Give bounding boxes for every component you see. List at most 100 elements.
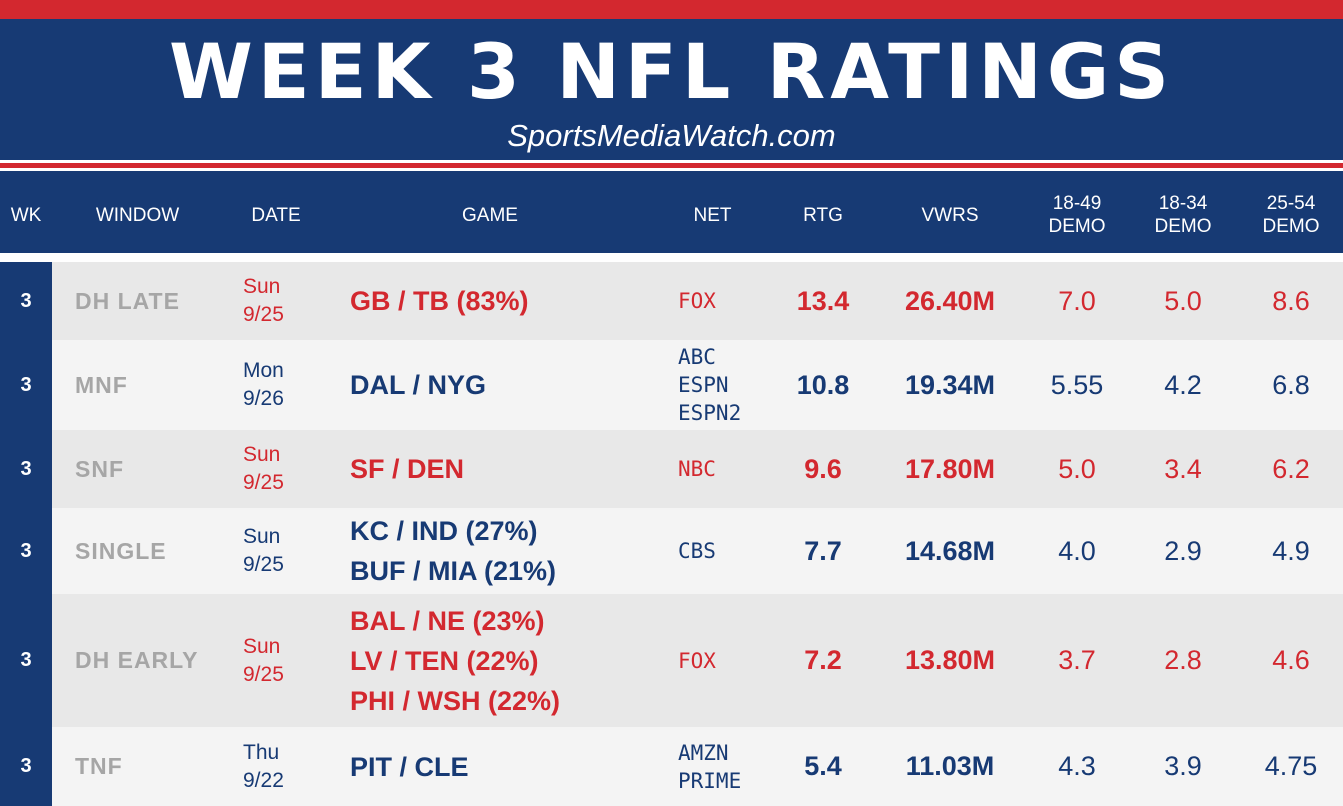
viewers-cell: 19.34M <box>904 369 996 400</box>
viewers-cell: 14.68M <box>904 535 996 566</box>
game-cell: BAL / NE (23%) LV / TEN (22%) PHI / WSH (2… <box>350 594 670 727</box>
header-gap <box>0 253 1343 262</box>
window-cell: SINGLE <box>75 537 167 564</box>
date-cell: Sun 9/25 <box>243 443 284 494</box>
wk-cell: 3 <box>0 594 52 727</box>
demo-1849-cell: 5.55 <box>1050 369 1104 400</box>
network-cell: FOX <box>678 262 788 340</box>
network-cell: CBS <box>678 508 788 594</box>
network-name: NBC <box>678 457 716 481</box>
network-cell: NBC <box>678 430 788 508</box>
demo-1849-cell: 3.7 <box>1058 645 1096 675</box>
viewers-cell: 17.80M <box>904 453 996 484</box>
rating-cell: 7.2 <box>804 645 842 675</box>
game-matchup: KC / IND (27%) <box>350 516 538 546</box>
network-name: CBS <box>678 539 716 563</box>
wk-cell: 3 <box>0 262 52 340</box>
demo-1834-cell: 3.9 <box>1164 751 1202 781</box>
window-cell: TNF <box>75 753 123 779</box>
table-row: 3 DH EARLY Sun 9/25 BAL / NE (23%) LV / TEN … <box>0 594 1343 727</box>
wk-cell: 3 <box>0 340 52 430</box>
game-cell: DAL / NYG <box>350 340 670 430</box>
game-cell: GB / TB (83%) <box>350 262 670 340</box>
network-name: PRIME <box>678 768 742 793</box>
divider-stripe <box>0 163 1343 168</box>
demo-1834-cell: 5.0 <box>1164 285 1202 316</box>
demo-2554-cell: 4.6 <box>1272 645 1310 675</box>
source-credit: SportsMediaWatch.com <box>507 118 836 153</box>
header-demo-1849: 18-49 DEMO <box>1048 193 1106 237</box>
demo-1834-cell: 3.4 <box>1164 453 1202 484</box>
table-header: WK WINDOW DATE GAME NET RTG VWRS 18-49 D… <box>0 177 1343 253</box>
window-cell: MNF <box>75 371 128 398</box>
table-row: 3 MNF Mon 9/26 DAL / NYG ABC ESPN ESPN2 10.8 19.… <box>0 340 1343 430</box>
demo-2554-cell: 6.2 <box>1272 453 1310 484</box>
demo-1834-cell: 2.9 <box>1164 535 1202 566</box>
demo-2554-cell: 6.8 <box>1272 369 1310 400</box>
header-net: NET <box>693 204 732 226</box>
header-wk: WK <box>10 204 42 226</box>
demo-2554-cell: 4.9 <box>1272 535 1310 566</box>
demo-1849-cell: 5.0 <box>1058 453 1096 484</box>
rating-cell: 5.4 <box>804 751 842 781</box>
header-rtg: RTG <box>803 204 843 226</box>
viewers-cell: 26.40M <box>904 285 996 316</box>
header-demo-1834: 18-34 DEMO <box>1154 193 1212 237</box>
demo-2554-cell: 4.75 <box>1264 751 1318 781</box>
window-cell: SNF <box>75 455 124 482</box>
network-cell: AMZN PRIME <box>678 727 788 806</box>
demo-2554-cell: 8.6 <box>1272 285 1310 316</box>
rating-cell: 13.4 <box>796 285 850 316</box>
viewers-cell: 13.80M <box>904 645 996 675</box>
window-cell: DH LATE <box>75 287 180 314</box>
title-banner <box>0 19 1343 165</box>
header-date: DATE <box>251 204 301 226</box>
game-matchup: LV / TEN (22%) <box>350 645 539 676</box>
rating-cell: 7.7 <box>804 535 842 566</box>
date-cell: Sun 9/25 <box>243 634 284 686</box>
network-name: AMZN <box>678 740 729 765</box>
demo-1849-cell: 4.0 <box>1058 535 1096 566</box>
game-matchup: GB / TB (83%) <box>350 286 529 316</box>
divider-stripe <box>0 168 1343 171</box>
network-name: ESPN2 <box>678 401 742 425</box>
network-name: FOX <box>678 648 716 673</box>
header-window: WINDOW <box>95 204 180 226</box>
table-row: 3 TNF Thu 9/22 PIT / CLE AMZN PRIME 5.4 11.03M 4… <box>0 727 1343 806</box>
page-title: WEEK 3 NFL RATINGS <box>168 27 1175 116</box>
viewers-cell: 11.03M <box>905 751 995 781</box>
game-matchup: BAL / NE (23%) <box>350 605 545 636</box>
wk-cell: 3 <box>0 727 52 806</box>
table-row: 3 SNF Sun 9/25 SF / DEN NBC 9.6 17.80M 5.0 3.4 6.… <box>0 430 1343 508</box>
top-red-bar <box>0 0 1343 19</box>
table-row: 3 DH LATE Sun 9/25 GB / TB (83%) FOX 13.4 26.4… <box>0 262 1343 340</box>
network-name: ABC <box>678 345 716 369</box>
game-cell: KC / IND (27%) BUF / MIA (21%) <box>350 508 670 594</box>
date-cell: Sun 9/25 <box>243 275 284 326</box>
game-matchup: SF / DEN <box>350 454 465 484</box>
date-cell: Mon 9/26 <box>243 359 284 410</box>
game-matchup: DAL / NYG <box>350 370 487 400</box>
network-name: FOX <box>678 289 716 313</box>
game-cell: SF / DEN <box>350 430 670 508</box>
game-matchup: PIT / CLE <box>350 751 469 782</box>
date-cell: Thu 9/22 <box>243 740 284 792</box>
demo-1834-cell: 2.8 <box>1164 645 1202 675</box>
network-name: ESPN <box>678 373 729 397</box>
header-vwrs: VWRS <box>921 204 979 226</box>
divider-stripe <box>0 171 1343 177</box>
game-matchup: BUF / MIA (21%) <box>350 556 557 586</box>
demo-1849-cell: 4.3 <box>1058 751 1096 781</box>
network-cell: FOX <box>678 594 788 727</box>
date-cell: Sun 9/25 <box>243 525 284 576</box>
header-game: GAME <box>462 204 518 226</box>
divider-stripe <box>0 160 1343 163</box>
demo-1849-cell: 7.0 <box>1058 285 1096 316</box>
wk-cell: 3 <box>0 508 52 594</box>
game-matchup: PHI / WSH (22%) <box>350 685 561 716</box>
table-row: 3 SINGLE Sun 9/25 KC / IND (27%) BUF / MIA (… <box>0 508 1343 594</box>
window-cell: DH EARLY <box>75 647 199 673</box>
game-cell: PIT / CLE <box>350 727 670 806</box>
demo-1834-cell: 4.2 <box>1164 369 1202 400</box>
wk-cell: 3 <box>0 430 52 508</box>
